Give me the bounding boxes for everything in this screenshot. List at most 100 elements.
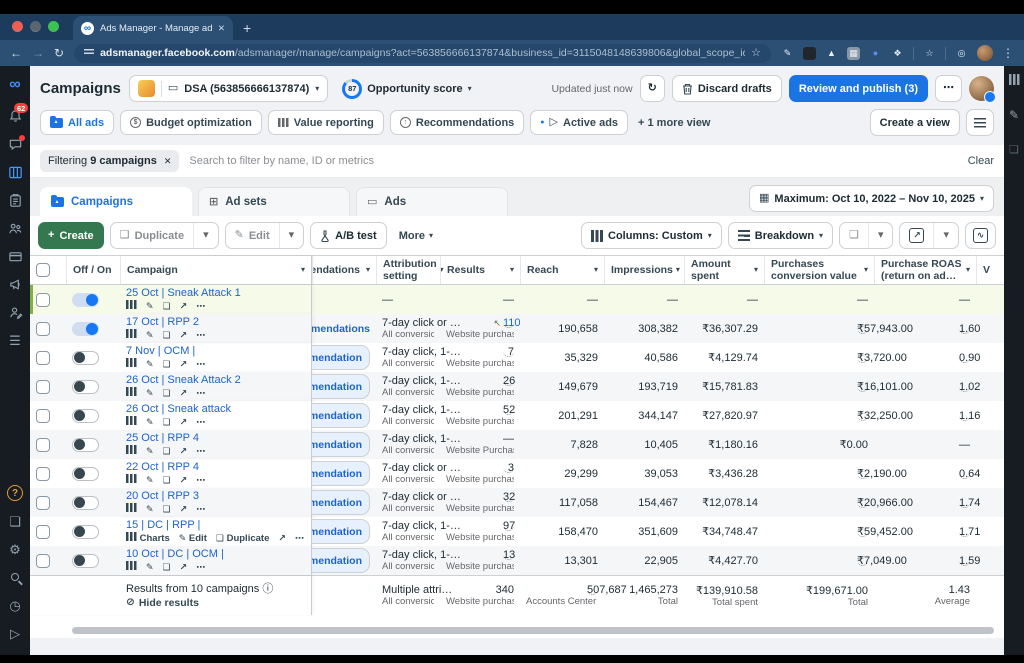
header-impressions[interactable]: Impressions: [604, 256, 684, 285]
edit-action[interactable]: [146, 359, 154, 370]
duplicate-action[interactable]: [163, 446, 171, 457]
bookmark-badge-icon[interactable]: ☆: [925, 47, 934, 58]
all-tools-menu-icon[interactable]: [7, 332, 23, 348]
results-value[interactable]: 3: [503, 462, 514, 474]
charts-action[interactable]: [126, 300, 137, 312]
campaign-name-link[interactable]: 15 | DC | RPP |: [126, 519, 201, 532]
reload-button[interactable]: [54, 47, 64, 59]
hide-results-toggle[interactable]: Hide results: [126, 597, 305, 609]
view-pill-active-ads[interactable]: ●Active ads: [530, 110, 629, 135]
new-tab-button[interactable]: [243, 21, 251, 35]
search-icon[interactable]: [7, 569, 23, 585]
edit-action[interactable]: [146, 330, 154, 341]
recommendation-badge[interactable]: recommendation: [312, 548, 370, 574]
breakdown-button[interactable]: Breakdown: [727, 222, 834, 249]
duplicate-action[interactable]: [163, 330, 171, 341]
settings-icon[interactable]: [7, 541, 23, 557]
more-options-button[interactable]: [935, 75, 962, 102]
edit-action[interactable]: [146, 301, 154, 312]
duplicate-action[interactable]: [163, 475, 171, 486]
notifications-icon[interactable]: 62: [7, 103, 29, 124]
edit-action[interactable]: [146, 446, 154, 457]
results-value[interactable]: 52: [503, 404, 516, 417]
triangle-extension-icon[interactable]: ▲: [827, 47, 836, 58]
campaign-toggle[interactable]: [72, 466, 99, 481]
open-action-icon[interactable]: [180, 389, 188, 398]
row-more-actions-icon[interactable]: [196, 563, 205, 572]
browser-menu-icon[interactable]: [1002, 47, 1014, 59]
campaign-name-link[interactable]: 7 Nov | OCM |: [126, 345, 196, 358]
help-icon[interactable]: ?: [7, 485, 23, 501]
edit-action[interactable]: [146, 504, 154, 515]
forward-button[interactable]: [32, 47, 44, 59]
charts-action[interactable]: [126, 561, 137, 573]
open-action-icon[interactable]: [180, 505, 188, 514]
more-views-link[interactable]: + 1 more view: [638, 116, 711, 129]
eyedropper-extension-icon[interactable]: ✎: [783, 47, 792, 58]
row-more-actions-icon[interactable]: [196, 360, 205, 369]
purchase-roas-value[interactable]: 1.59: [959, 554, 981, 567]
row-checkbox[interactable]: [36, 437, 50, 452]
results-value[interactable]: —: [503, 433, 514, 446]
browser-profile-avatar[interactable]: [977, 45, 993, 61]
view-pill-budget-optimization[interactable]: $ Budget optimization: [120, 110, 262, 135]
campaign-name-link[interactable]: 22 Oct | RPP 4: [126, 461, 199, 474]
paw-extension-icon[interactable]: ●: [872, 47, 879, 58]
duplicate-split-button[interactable]: Duplicate: [109, 222, 219, 249]
row-checkbox[interactable]: [36, 524, 50, 539]
row-checkbox[interactable]: [36, 350, 50, 365]
discard-drafts-button[interactable]: Discard drafts: [671, 75, 782, 102]
header-campaign[interactable]: Campaign: [120, 256, 312, 285]
table-row[interactable]: 26 Oct | Sneak attack recommendation 7-d…: [30, 401, 1004, 431]
sort-caret-icon[interactable]: [594, 266, 598, 274]
table-row[interactable]: 7 Nov | OCM | recommendation 7-day click…: [30, 343, 1004, 373]
row-more-actions-icon[interactable]: [196, 389, 205, 398]
purchase-roas-value[interactable]: —: [959, 438, 970, 451]
header-purchase-roas[interactable]: Purchase ROAS (return on ad…: [874, 256, 976, 285]
view-pill-value-reporting[interactable]: Value reporting: [267, 110, 384, 135]
review-and-publish-button[interactable]: Review and publish (3): [788, 75, 928, 102]
open-action-icon[interactable]: [180, 447, 188, 456]
header-purchases-conversion-value[interactable]: Purchases conversion value: [764, 256, 874, 285]
dark-extension-icon[interactable]: [803, 46, 816, 60]
opportunity-score-dropdown[interactable]: 87 Opportunity score: [342, 78, 471, 99]
campaign-name-link[interactable]: 26 Oct | Sneak Attack 2: [126, 374, 241, 387]
tab-campaigns[interactable]: Campaigns: [40, 187, 192, 216]
duplicate-action[interactable]: [163, 504, 171, 515]
row-more-actions-icon[interactable]: [196, 331, 205, 340]
purchases-conversion-value[interactable]: ₹2,190.00: [857, 467, 907, 480]
meta-logo-icon[interactable]: ∞: [9, 76, 21, 93]
header-attribution[interactable]: Attribution setting: [376, 256, 440, 285]
sort-caret-icon[interactable]: [510, 266, 514, 274]
charts-action[interactable]: [126, 416, 137, 428]
results-value[interactable]: 97: [503, 520, 516, 533]
header-amount-spent[interactable]: Amount spent: [684, 256, 764, 285]
row-more-actions-icon[interactable]: [196, 302, 205, 311]
row-more-actions-icon[interactable]: [196, 505, 205, 514]
charts-panel-button[interactable]: [965, 222, 996, 249]
recommendation-badge[interactable]: recommendation: [312, 374, 370, 400]
recommendation-badge[interactable]: recommendation: [312, 345, 370, 371]
row-more-actions-icon[interactable]: [295, 534, 304, 543]
duplicate-action[interactable]: Duplicate: [216, 533, 269, 544]
purchases-conversion-value[interactable]: ₹32,250.00: [857, 409, 913, 422]
edit-panel-icon[interactable]: [1009, 109, 1019, 121]
charts-action[interactable]: [126, 474, 137, 486]
open-action-icon[interactable]: [180, 302, 188, 311]
sort-caret-icon[interactable]: [966, 266, 970, 274]
purchase-roas-value[interactable]: 1.60: [959, 322, 981, 335]
header-results[interactable]: Results: [440, 256, 520, 285]
campaign-name-link[interactable]: 17 Oct | RPP 2: [126, 316, 199, 329]
row-more-actions-icon[interactable]: [196, 476, 205, 485]
campaign-toggle[interactable]: [72, 553, 99, 568]
recommendation-badge[interactable]: recommendation: [312, 519, 370, 545]
charts-action[interactable]: [126, 445, 137, 457]
duplicate-action[interactable]: [163, 562, 171, 573]
horizontal-scrollbar[interactable]: [72, 627, 994, 635]
reports-split-button[interactable]: [839, 222, 894, 249]
row-checkbox[interactable]: [36, 495, 50, 510]
results-value[interactable]: 26: [503, 375, 516, 388]
recommendation-badge[interactable]: recommendation: [312, 432, 370, 458]
purchase-roas-value[interactable]: 0.64: [959, 467, 981, 480]
campaign-toggle[interactable]: [72, 350, 99, 365]
